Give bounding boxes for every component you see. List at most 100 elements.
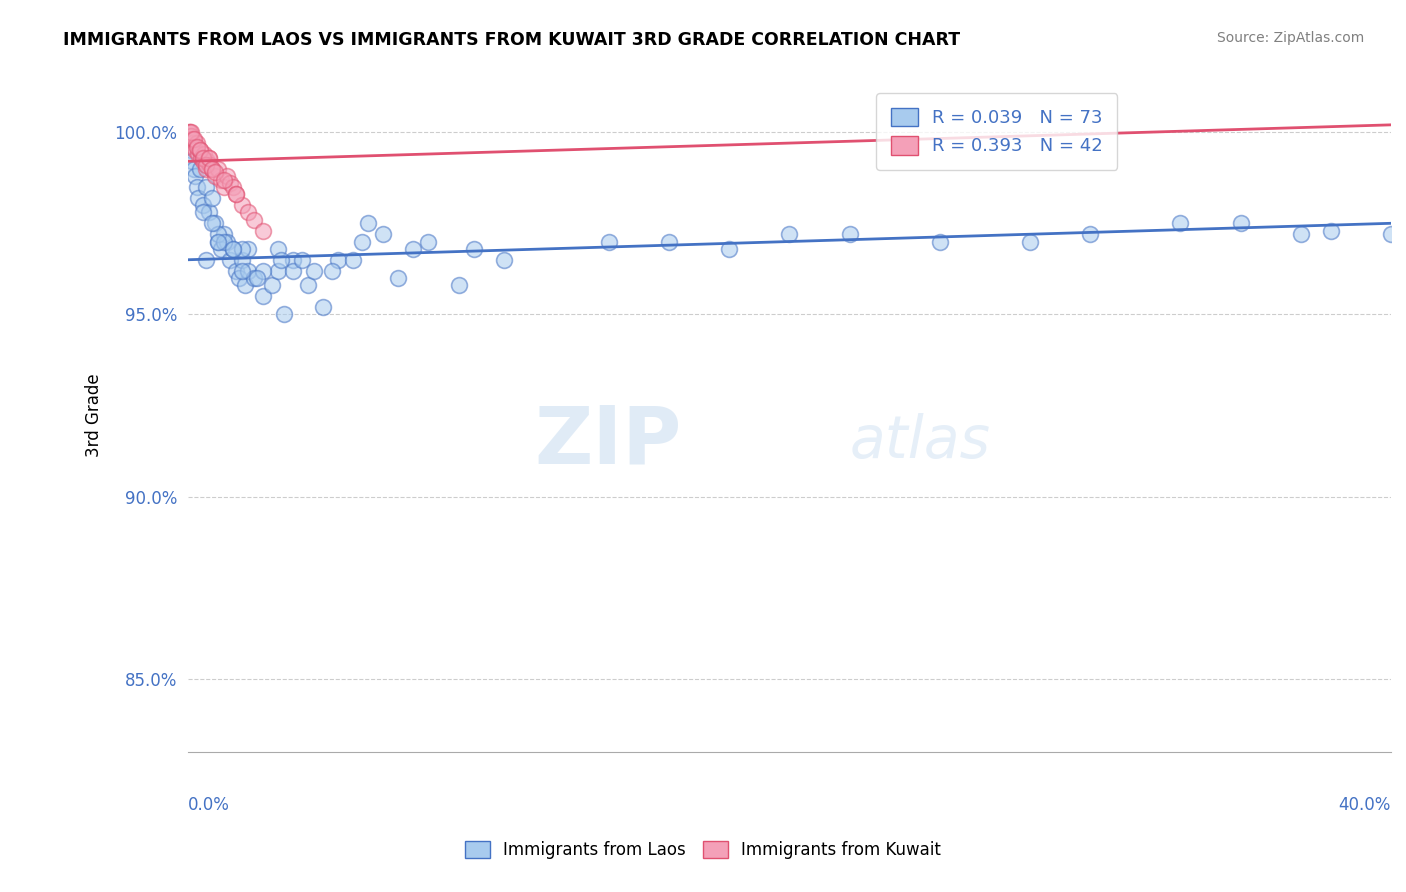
Point [183, 132, 205, 146]
Point [231, 242, 253, 256]
Point [204, 165, 226, 179]
Text: 40.0%: 40.0% [1339, 796, 1391, 814]
Point [191, 205, 214, 219]
Y-axis label: 3rd Grade: 3rd Grade [86, 373, 103, 457]
Point [267, 263, 290, 277]
Point [342, 252, 364, 267]
Point [212, 235, 235, 249]
Point [447, 278, 470, 293]
Point [186, 179, 208, 194]
Text: Source: ZipAtlas.com: Source: ZipAtlas.com [1216, 31, 1364, 45]
Point [598, 235, 620, 249]
Text: ZIP: ZIP [534, 402, 681, 481]
Point [207, 227, 229, 242]
Point [260, 278, 283, 293]
Point [181, 136, 204, 150]
Point [186, 136, 208, 150]
Text: IMMIGRANTS FROM LAOS VS IMMIGRANTS FROM KUWAIT 3RD GRADE CORRELATION CHART: IMMIGRANTS FROM LAOS VS IMMIGRANTS FROM … [63, 31, 960, 49]
Point [273, 308, 295, 322]
Point [231, 252, 253, 267]
Point [187, 147, 209, 161]
Point [270, 252, 292, 267]
Point [302, 263, 325, 277]
Point [718, 242, 741, 256]
Point [838, 227, 860, 242]
Point [928, 235, 950, 249]
Point [201, 191, 224, 205]
Point [463, 242, 485, 256]
Point [243, 271, 266, 285]
Point [252, 224, 274, 238]
Point [228, 271, 250, 285]
Point [246, 271, 269, 285]
Point [1289, 227, 1312, 242]
Point [297, 278, 319, 293]
Point [222, 242, 245, 256]
Point [200, 158, 222, 172]
Point [236, 205, 259, 219]
Point [188, 144, 211, 158]
Text: atlas: atlas [849, 413, 991, 470]
Legend: R = 0.039   N = 73, R = 0.393   N = 42: R = 0.039 N = 73, R = 0.393 N = 42 [876, 93, 1118, 169]
Point [198, 151, 221, 165]
Text: 0.0%: 0.0% [188, 796, 229, 814]
Legend: Immigrants from Laos, Immigrants from Kuwait: Immigrants from Laos, Immigrants from Ku… [458, 834, 948, 866]
Point [252, 289, 274, 303]
Point [181, 154, 204, 169]
Point [207, 235, 229, 249]
Point [188, 161, 211, 176]
Point [194, 158, 217, 172]
Point [194, 179, 217, 194]
Point [183, 139, 205, 153]
Point [180, 128, 202, 143]
Point [201, 216, 224, 230]
Point [1170, 216, 1192, 230]
Point [233, 278, 256, 293]
Point [183, 161, 205, 176]
Point [418, 235, 440, 249]
Point [212, 179, 235, 194]
Point [219, 176, 242, 190]
Point [658, 235, 681, 249]
Point [198, 151, 221, 165]
Point [231, 198, 253, 212]
Point [357, 216, 380, 230]
Point [243, 212, 266, 227]
Point [191, 151, 214, 165]
Point [193, 147, 215, 161]
Point [1229, 216, 1251, 230]
Point [180, 125, 202, 139]
Point [281, 263, 304, 277]
Point [236, 242, 259, 256]
Point [1320, 224, 1343, 238]
Point [225, 187, 247, 202]
Point [188, 144, 211, 158]
Point [225, 187, 247, 202]
Point [281, 252, 304, 267]
Point [207, 235, 229, 249]
Point [252, 263, 274, 277]
Point [321, 263, 343, 277]
Point [402, 242, 425, 256]
Point [181, 132, 204, 146]
Point [328, 252, 350, 267]
Point [207, 161, 229, 176]
Point [387, 271, 409, 285]
Point [222, 179, 245, 194]
Point [267, 242, 290, 256]
Point [1078, 227, 1101, 242]
Point [222, 242, 245, 256]
Point [195, 154, 218, 169]
Point [194, 161, 217, 176]
Point [209, 242, 232, 256]
Point [198, 205, 221, 219]
Point [373, 227, 395, 242]
Point [492, 252, 515, 267]
Point [236, 263, 259, 277]
Point [215, 169, 238, 183]
Point [180, 144, 202, 158]
Point [190, 151, 212, 165]
Point [191, 198, 214, 212]
Point [186, 139, 208, 153]
Point [352, 235, 374, 249]
